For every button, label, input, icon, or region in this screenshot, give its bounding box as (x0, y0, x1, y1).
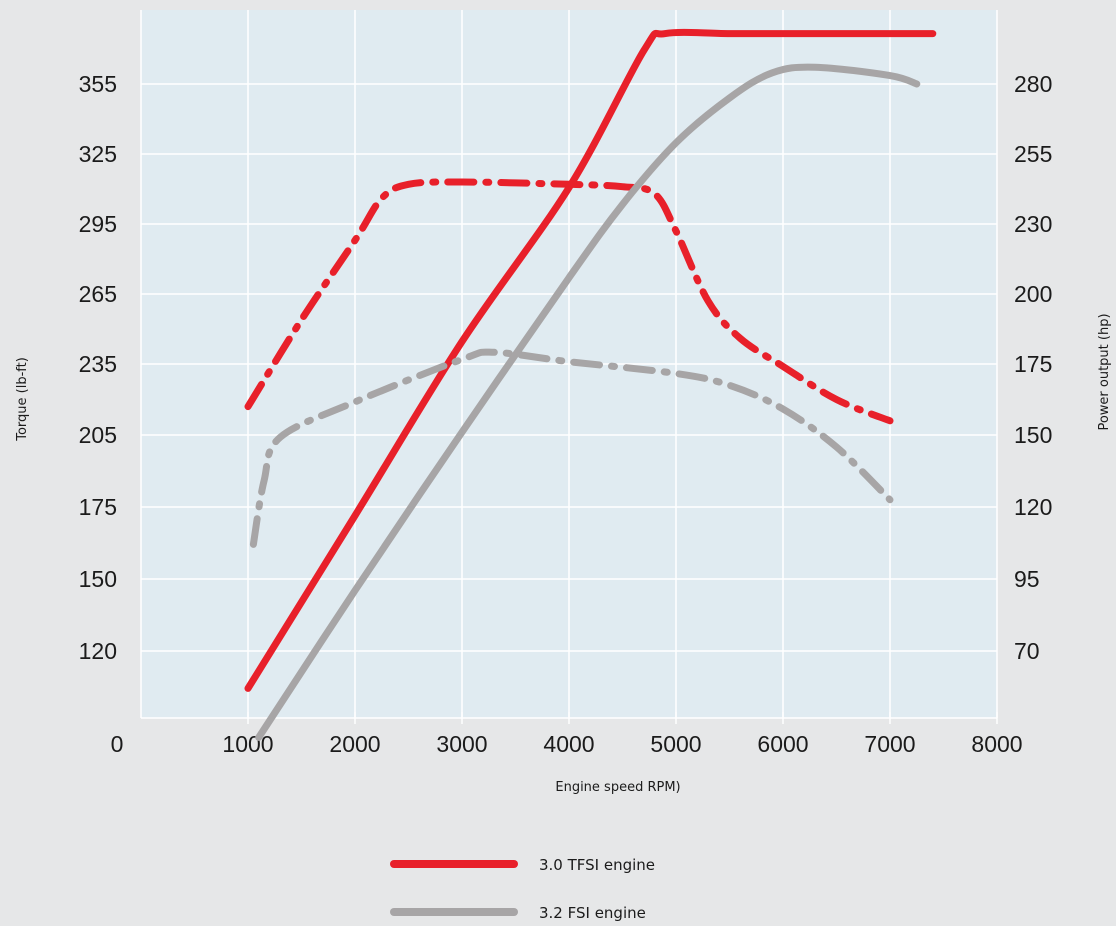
grid (140, 10, 998, 724)
series-line-fsi-power (255, 63, 921, 741)
right-y-tick-label: 230 (1014, 211, 1052, 237)
left-y-tick-labels: 120 150 175 205 235 265 295 325 355 (79, 71, 117, 664)
left-y-tick-label: 205 (79, 422, 117, 448)
right-y-tick-label: 255 (1014, 141, 1052, 167)
right-y-tick-label: 280 (1014, 71, 1052, 97)
x-tick-labels: 0 1000 2000 3000 4000 5000 6000 7000 8000 (111, 731, 1023, 757)
left-y-tick-label: 150 (79, 566, 117, 592)
left-y-tick-label: 235 (79, 351, 117, 377)
left-y-tick-label: 120 (79, 638, 117, 664)
right-y-tick-label: 200 (1014, 281, 1052, 307)
legend-label-tfsi: 3.0 TFSI engine (539, 856, 655, 874)
right-y-tick-label: 150 (1014, 422, 1052, 448)
x-tick-label: 8000 (971, 731, 1022, 757)
x-tick-label: 7000 (864, 731, 915, 757)
x-tick-label: 1000 (222, 731, 273, 757)
left-y-tick-label: 325 (79, 141, 117, 167)
x-tick-label: 6000 (757, 731, 808, 757)
x-tick-label: 3000 (436, 731, 487, 757)
left-y-tick-label: 295 (79, 211, 117, 237)
series-line-fsi-torque (249, 348, 894, 548)
x-tick-label: 4000 (543, 731, 594, 757)
legend-label-fsi: 3.2 FSI engine (539, 904, 646, 922)
left-y-axis-title: Torque (lb-ft) (15, 357, 30, 442)
right-y-tick-label: 175 (1014, 351, 1052, 377)
series-line-tfsi-torque (244, 178, 894, 425)
right-y-tick-labels: 70 95 120 150 175 200 230 255 280 (1014, 71, 1052, 664)
series-line-tfsi-power (244, 28, 937, 692)
left-y-tick-label: 265 (79, 281, 117, 307)
right-y-axis-title: Power output (hp) (1097, 313, 1112, 430)
x-tick-label: 5000 (650, 731, 701, 757)
right-y-tick-label: 70 (1014, 638, 1040, 664)
x-tick-label: 2000 (329, 731, 380, 757)
left-y-tick-label: 175 (79, 494, 117, 520)
right-y-tick-label: 95 (1014, 566, 1040, 592)
data-lines (244, 28, 937, 741)
legend: 3.0 TFSI engine 3.2 FSI engine (390, 856, 655, 922)
x-tick-label: 0 (111, 731, 124, 757)
left-y-tick-label: 355 (79, 71, 117, 97)
right-y-tick-label: 120 (1014, 494, 1052, 520)
x-axis-title: Engine speed RPM) (555, 780, 680, 795)
